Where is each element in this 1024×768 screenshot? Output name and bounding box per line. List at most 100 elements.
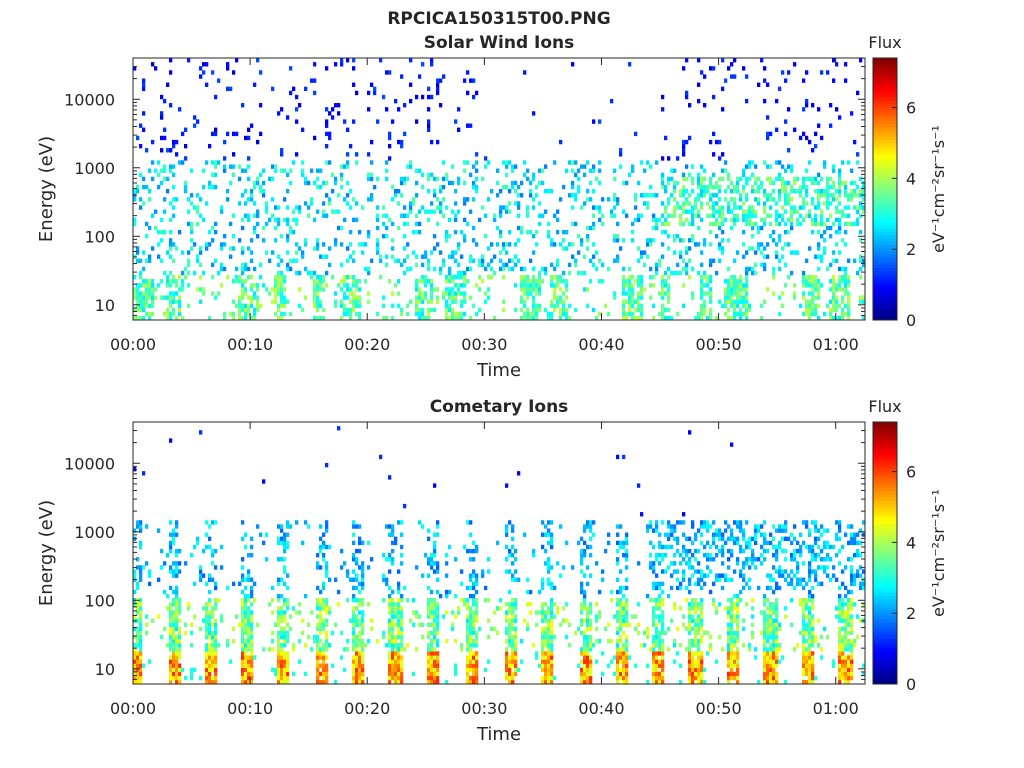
heatmap-cell <box>652 315 656 321</box>
heatmap-cell <box>142 279 146 284</box>
heatmap-cell <box>427 585 431 591</box>
heatmap-cell <box>709 197 713 202</box>
heatmap-cell <box>622 614 626 619</box>
heatmap-cell <box>709 274 713 280</box>
heatmap-cell <box>445 593 449 599</box>
heatmap-cell <box>493 610 497 615</box>
heatmap-cell <box>445 553 449 558</box>
heatmap-cell <box>682 209 686 214</box>
heatmap-cell <box>742 201 746 206</box>
heatmap-cell <box>253 180 257 186</box>
heatmap-cell <box>277 663 281 668</box>
heatmap-cell <box>418 299 422 304</box>
heatmap-cell <box>514 242 518 247</box>
heatmap-cell <box>301 168 305 173</box>
heatmap-cell <box>685 561 689 566</box>
heatmap-cell <box>844 303 848 309</box>
heatmap-cell <box>163 168 167 173</box>
heatmap-cell <box>838 225 842 231</box>
heatmap-cell <box>550 667 554 673</box>
heatmap-cell <box>319 614 323 619</box>
heatmap-cell <box>250 553 254 558</box>
heatmap-cell <box>445 176 449 182</box>
heatmap-cell <box>637 315 641 321</box>
heatmap-cell <box>562 311 566 317</box>
heatmap-cell <box>706 189 710 194</box>
heatmap-cell <box>508 229 512 235</box>
heatmap-cell <box>544 614 548 619</box>
heatmap-cell <box>580 622 584 627</box>
heatmap-cell <box>562 238 566 243</box>
heatmap-cell <box>283 671 287 677</box>
heatmap-cell <box>172 659 176 664</box>
heatmap-cell <box>358 524 362 529</box>
heatmap-cell <box>148 311 152 317</box>
heatmap-cell <box>178 107 182 112</box>
heatmap-cell <box>271 197 275 202</box>
heatmap-cell <box>277 205 281 210</box>
heatmap-cell <box>532 205 536 210</box>
heatmap-cell <box>574 193 578 198</box>
heatmap-cell <box>664 315 668 321</box>
heatmap-cell <box>661 643 665 648</box>
heatmap-cell <box>136 520 140 525</box>
heatmap-cell <box>625 647 629 652</box>
heatmap-cell <box>244 622 248 627</box>
heatmap-cell <box>361 569 365 574</box>
heatmap-cell <box>703 103 707 108</box>
heatmap-cell <box>712 557 716 562</box>
heatmap-cell <box>766 115 770 120</box>
heatmap-cell <box>412 250 416 255</box>
heatmap-cell <box>220 246 224 251</box>
heatmap-cell <box>586 303 590 309</box>
heatmap-cell <box>277 651 281 656</box>
heatmap-cell <box>472 671 476 677</box>
heatmap-cell <box>511 610 515 615</box>
heatmap-cell <box>469 573 473 578</box>
colorbar-segment <box>873 270 897 275</box>
heatmap-cell <box>433 532 437 537</box>
heatmap-cell <box>259 189 263 194</box>
heatmap-cell <box>742 209 746 214</box>
heatmap-cell <box>382 634 386 640</box>
colorbar-segment <box>873 202 897 206</box>
heatmap-cell <box>616 524 620 529</box>
heatmap-cell <box>481 262 485 268</box>
heatmap-cell <box>526 287 530 292</box>
heatmap-cell <box>862 205 866 210</box>
heatmap-cell <box>325 213 329 218</box>
heatmap-cell <box>817 246 821 251</box>
heatmap-cell <box>415 311 419 317</box>
heatmap-cell <box>463 283 467 288</box>
heatmap-cell <box>460 283 464 288</box>
heatmap-cell <box>406 164 410 169</box>
heatmap-cell <box>391 524 395 529</box>
heatmap-cell <box>286 675 290 681</box>
heatmap-cell <box>619 164 623 169</box>
heatmap-cell <box>391 659 395 664</box>
heatmap-cell <box>145 148 149 153</box>
heatmap-cell <box>622 630 626 636</box>
heatmap-cell <box>319 589 323 595</box>
heatmap-cell <box>283 279 287 284</box>
heatmap-cell <box>391 221 395 227</box>
heatmap-cell <box>508 675 512 681</box>
heatmap-cell <box>439 78 443 83</box>
heatmap-cell <box>700 663 704 668</box>
heatmap-cell <box>700 283 704 288</box>
heatmap-cell <box>724 189 728 194</box>
heatmap-cell <box>166 82 170 87</box>
heatmap-cell <box>697 98 701 104</box>
heatmap-cell <box>358 229 362 235</box>
heatmap-cell <box>700 180 704 186</box>
heatmap-cell <box>646 626 650 632</box>
heatmap-cell <box>802 295 806 300</box>
heatmap-cell <box>241 270 245 276</box>
heatmap-cell <box>187 283 191 288</box>
heatmap-cell <box>646 201 650 206</box>
heatmap-cell <box>436 638 440 644</box>
heatmap-cell <box>706 315 710 321</box>
heatmap-cell <box>265 209 269 214</box>
heatmap-cell <box>700 679 704 685</box>
heatmap-cell <box>169 246 173 251</box>
